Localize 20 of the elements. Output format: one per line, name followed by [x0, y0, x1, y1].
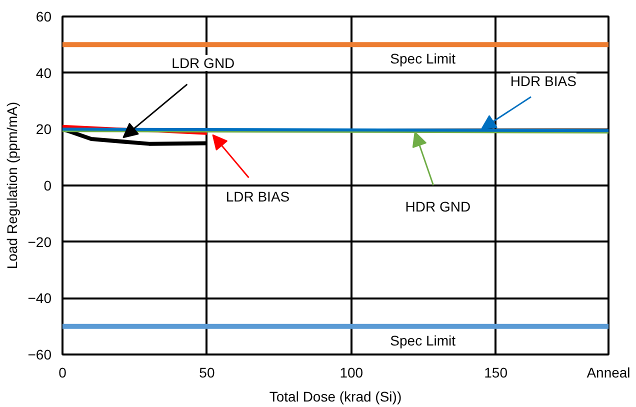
y-tick-label: 0 — [44, 178, 52, 194]
x-tick-label: 50 — [199, 364, 215, 380]
x-axis-title: Total Dose (krad (Si)) — [269, 388, 402, 404]
x-tick-label: 100 — [340, 364, 364, 380]
annotation: LDR BIAS — [226, 188, 290, 204]
x-tick-label: Anneal — [586, 364, 630, 380]
y-axis-title: Load Regulation (ppm/mA) — [4, 102, 20, 270]
ref-line-label: Spec Limit — [390, 50, 456, 67]
annotation: HDR GND — [405, 198, 471, 215]
y-tick-label: 20 — [36, 121, 52, 138]
y-tick-label: −40 — [28, 290, 52, 306]
annotation: LDR GND — [172, 55, 235, 72]
x-tick-label: 0 — [58, 364, 67, 380]
y-tick-label: −60 — [28, 346, 52, 362]
y-tick-label: 60 — [36, 8, 52, 24]
ref-line-label: Spec Limit — [390, 332, 456, 348]
x-tick-label: 150 — [484, 364, 508, 380]
annotation: HDR BIAS — [510, 72, 576, 89]
y-tick-label: 40 — [36, 64, 52, 81]
y-tick-label: −20 — [28, 234, 52, 250]
